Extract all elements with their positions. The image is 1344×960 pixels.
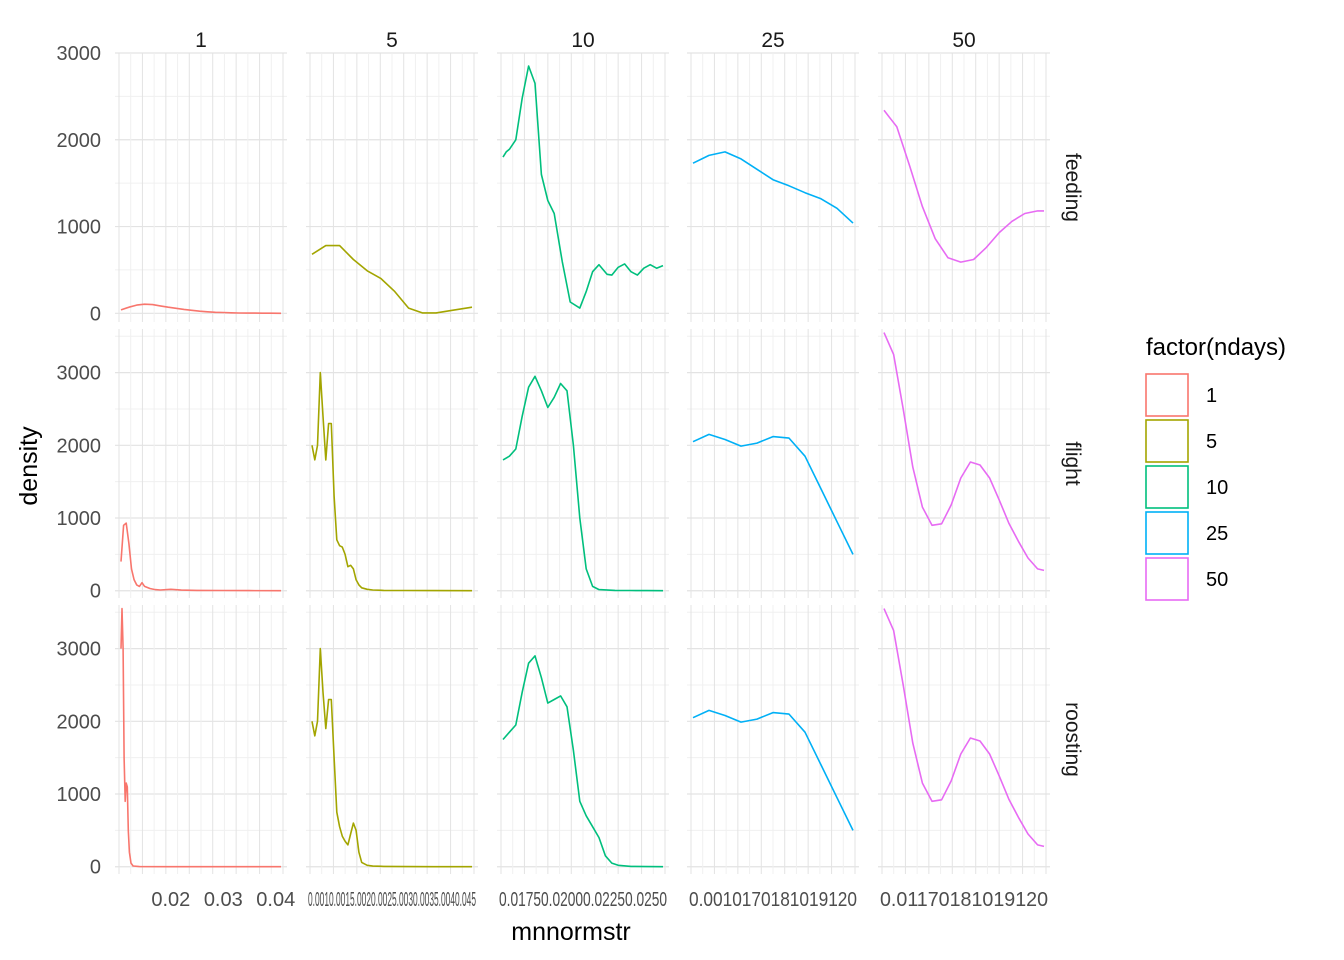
y-tick-label: 3000: [57, 363, 102, 385]
y-tick-label: 0: [90, 857, 101, 879]
density-line-roosting-1: [120, 607, 281, 868]
legend-label: 50: [1206, 569, 1228, 591]
density-line-roosting-5: [311, 647, 472, 868]
x-tick-label: 0.0010170181019120: [689, 889, 857, 911]
y-tick-label: 1000: [57, 217, 102, 239]
strip-label-col: 5: [386, 29, 398, 52]
strip-label-col: 25: [761, 29, 784, 52]
density-line-feeding-1: [120, 303, 282, 315]
legend-label: 1: [1206, 385, 1217, 407]
density-line-roosting-50: [883, 608, 1045, 848]
x-axis-title: mnnormstr: [511, 918, 630, 946]
strip-label-row: roosting: [1061, 702, 1084, 777]
legend-key: [1145, 419, 1189, 463]
legend-key: [1145, 511, 1189, 555]
legend-key: [1145, 373, 1189, 417]
x-tick-label: 0.04: [256, 889, 295, 911]
y-tick-label: 0: [90, 303, 101, 325]
x-tick-label: 0.02: [151, 889, 190, 911]
strip-label-col: 10: [571, 29, 594, 52]
strip-label-row: flight: [1061, 441, 1084, 486]
density-line-flight-5: [311, 371, 473, 592]
strip-label-col: 1: [195, 29, 207, 52]
strip-label-col: 50: [952, 29, 975, 52]
strip-label-row: feeding: [1061, 153, 1084, 222]
legend-key: [1145, 465, 1189, 509]
density-line-feeding-5: [311, 244, 473, 314]
x-tick-label: 0.03: [204, 889, 243, 911]
y-tick-label: 1000: [57, 508, 102, 530]
legend: factor(ndays) 1 5 10 25 50: [1145, 334, 1286, 601]
density-line-roosting-25: [692, 709, 854, 831]
x-tick-label: 0.0010.0015.0020.0025.0030.0035.0040.045: [308, 889, 476, 911]
legend-label: 25: [1206, 523, 1228, 545]
x-tick-label: 0.01170181019120: [880, 889, 1048, 911]
y-tick-label: 3000: [57, 639, 102, 661]
y-tick-label: 2000: [57, 130, 102, 152]
density-line-flight-25: [692, 433, 854, 555]
y-tick-label: 1000: [57, 784, 102, 806]
legend-label: 5: [1206, 431, 1217, 453]
y-tick-label: 0: [90, 581, 101, 603]
x-tick-label: 0.01750.02000.02250.0250: [499, 889, 667, 911]
density-line-roosting-10: [502, 655, 664, 868]
density-line-feeding-50: [883, 109, 1044, 263]
legend-title: factor(ndays): [1146, 334, 1286, 361]
legend-label: 10: [1206, 477, 1228, 499]
y-axis-title: density: [15, 426, 43, 506]
y-tick-label: 3000: [57, 43, 102, 65]
density-line-flight-50: [883, 332, 1045, 572]
density-line-feeding-10: [502, 65, 664, 309]
legend-key: [1145, 557, 1189, 601]
density-line-feeding-25: [692, 151, 854, 224]
y-tick-label: 2000: [57, 711, 102, 733]
density-line-flight-10: [502, 375, 664, 592]
y-tick-label: 2000: [57, 435, 102, 457]
density-line-flight-1: [120, 522, 282, 592]
